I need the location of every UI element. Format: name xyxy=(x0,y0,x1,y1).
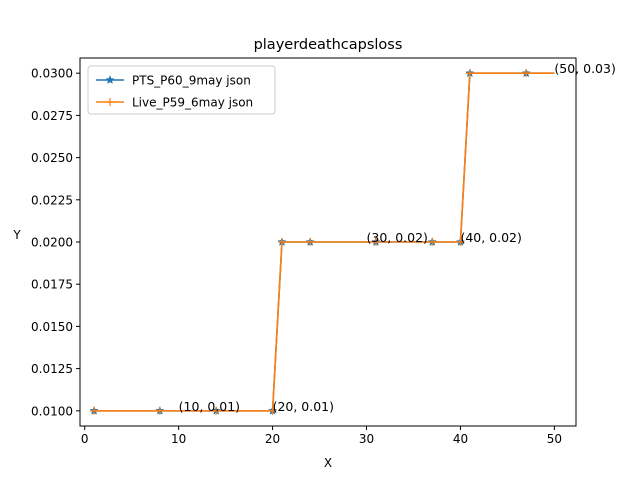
legend-label: PTS_P60_9may json xyxy=(132,74,251,88)
data-point xyxy=(456,238,465,246)
data-point xyxy=(428,238,437,246)
plot-area: (10, 0.01) (20, 0.01) (30, 0.02) (40, 0.02)… xyxy=(89,61,616,415)
data-point xyxy=(212,406,221,415)
y-axis: 0.0100 0.0125 0.0150 0.0175 0.0200 0.0225 0.02… xyxy=(31,67,80,418)
data-point xyxy=(268,406,277,415)
data-point xyxy=(371,238,380,246)
data-point xyxy=(90,406,99,415)
y-tick-label: 0.0275 xyxy=(31,109,73,123)
chart-title: playerdeathcapsloss xyxy=(254,37,403,53)
series-2 xyxy=(90,69,555,415)
y-tick-label: 0.0250 xyxy=(31,151,73,165)
legend-label: Live_P59_6may json xyxy=(132,96,253,110)
series-line xyxy=(94,72,555,412)
point-annotation: (30, 0.02) xyxy=(367,230,428,245)
data-point xyxy=(522,69,531,78)
x-tick-label: 30 xyxy=(359,432,374,446)
point-annotation: (40, 0.02) xyxy=(460,230,521,245)
y-tick-label: 0.0200 xyxy=(31,236,73,250)
annotations: (10, 0.01) (20, 0.01) (30, 0.02) (40, 0.02)… xyxy=(179,61,616,414)
x-tick-label: 40 xyxy=(453,432,468,446)
x-axis-label: X xyxy=(324,456,332,470)
x-axis: 0 10 20 30 40 50 xyxy=(81,426,562,446)
data-point xyxy=(277,238,286,246)
legend-marker xyxy=(106,98,114,106)
point-annotation: (10, 0.01) xyxy=(179,399,240,414)
x-tick-label: 10 xyxy=(171,432,186,446)
y-tick-label: 0.0150 xyxy=(31,320,73,334)
x-tick-label: 0 xyxy=(81,432,89,446)
y-tick-label: 0.0175 xyxy=(31,278,73,292)
data-point xyxy=(155,406,164,415)
data-point xyxy=(306,238,315,246)
legend: PTS_P60_9may json Live_P59_6may json xyxy=(87,65,276,115)
legend-marker xyxy=(105,75,115,84)
y-axis-label: Y xyxy=(12,228,21,242)
y-tick-label: 0.0225 xyxy=(31,193,73,207)
y-tick-label: 0.0125 xyxy=(31,362,73,376)
y-tick-label: 0.0100 xyxy=(31,404,73,418)
legend-box xyxy=(87,65,276,115)
point-annotation: (50, 0.03) xyxy=(554,61,615,76)
x-tick-label: 20 xyxy=(265,432,280,446)
legend-entry: PTS_P60_9may json xyxy=(96,74,251,88)
point-annotation: (20, 0.01) xyxy=(273,399,334,414)
data-point xyxy=(465,69,474,78)
legend-entry: Live_P59_6may json xyxy=(96,96,253,110)
y-tick-label: 0.0300 xyxy=(31,67,73,81)
x-tick-label: 50 xyxy=(547,432,562,446)
